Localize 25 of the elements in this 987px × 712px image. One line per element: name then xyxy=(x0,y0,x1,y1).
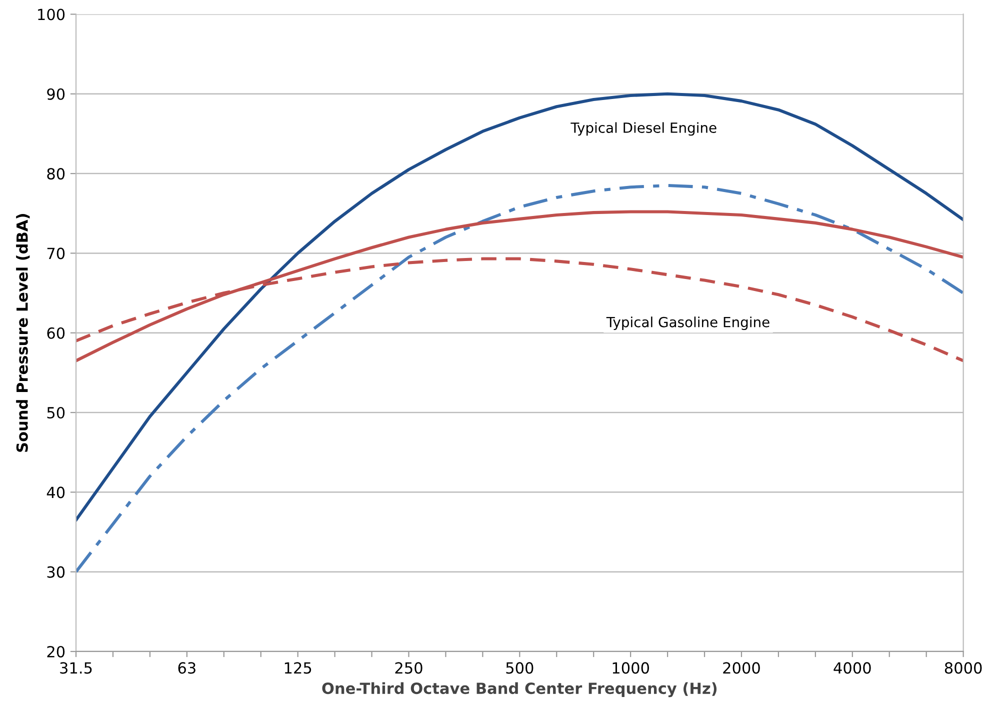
annotation: Typical Diesel Engine xyxy=(570,122,716,136)
line-series xyxy=(76,92,964,522)
x-axis-title: One-Third Octave Band Center Frequency (Hz) xyxy=(322,682,717,698)
y-tick-label: 100 xyxy=(38,8,65,20)
x-tick-label: 63 xyxy=(178,662,196,674)
x-tick-label: 4000 xyxy=(834,662,871,674)
y-tick-label: 60 xyxy=(47,327,65,339)
annotation: Typical Gasoline Engine xyxy=(606,316,770,330)
x-tick-label: 2000 xyxy=(723,662,760,674)
y-axis-title: Sound Pressure Level (dBA) xyxy=(16,214,30,452)
y-tick-label: 30 xyxy=(47,566,65,578)
y-tick-label: 40 xyxy=(46,486,65,498)
line-series xyxy=(76,184,964,574)
x-tick-label: 500 xyxy=(506,662,534,674)
x-tick-label: 1000 xyxy=(612,662,649,674)
y-tick-label: 70 xyxy=(47,248,65,260)
x-tick-label: 125 xyxy=(284,662,312,674)
x-tick-label: 250 xyxy=(395,662,422,674)
x-tick-label: 31.5 xyxy=(60,662,92,674)
x-tick-label: 8000 xyxy=(944,662,982,674)
y-tick-label: 80 xyxy=(47,168,65,180)
y-tick-label: 20 xyxy=(47,646,65,658)
y-tick-label: 90 xyxy=(47,88,65,100)
line-series xyxy=(76,210,964,362)
y-tick-label: 50 xyxy=(47,406,65,419)
